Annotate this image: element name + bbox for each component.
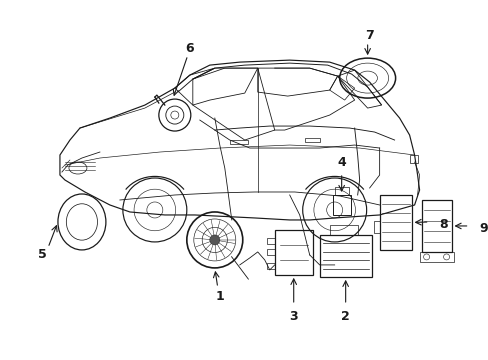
Bar (229, 140, 247, 144)
Text: 7: 7 (365, 29, 373, 42)
Bar (332, 195, 350, 215)
Bar (334, 187, 348, 195)
Bar (274, 230, 312, 275)
Bar (419, 252, 453, 262)
Text: 5: 5 (38, 248, 46, 261)
Bar (421, 200, 450, 252)
Bar (373, 221, 379, 233)
Text: 1: 1 (215, 291, 224, 303)
Bar (379, 195, 411, 250)
Bar (266, 238, 274, 244)
Bar (304, 138, 319, 142)
Text: 6: 6 (185, 42, 194, 55)
Circle shape (209, 235, 220, 245)
Text: 2: 2 (341, 310, 349, 323)
Bar (319, 235, 371, 277)
Text: 3: 3 (289, 310, 297, 323)
Bar (266, 249, 274, 256)
Bar (409, 155, 417, 163)
Text: 4: 4 (337, 156, 346, 168)
Bar (266, 263, 274, 269)
Text: 8: 8 (439, 219, 447, 231)
Bar (329, 225, 357, 235)
Text: 9: 9 (479, 222, 487, 235)
